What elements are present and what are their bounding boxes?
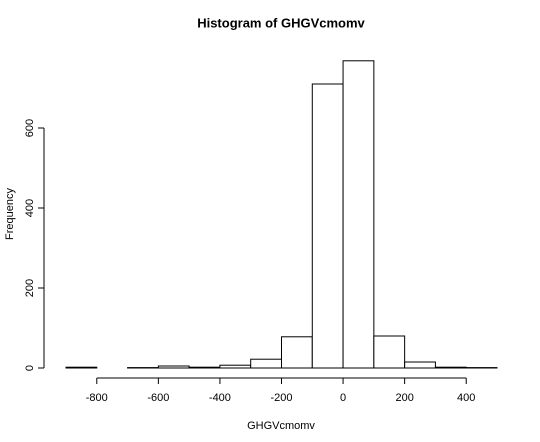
bar bbox=[157, 365, 190, 369]
bar bbox=[281, 336, 313, 369]
y-axis-label: Frequency bbox=[4, 188, 16, 240]
y-tick-label: 0 bbox=[24, 365, 36, 371]
chart-title: Histogram of GHGVcmomv bbox=[197, 15, 365, 30]
x-tick-label: -600 bbox=[147, 392, 169, 404]
bar bbox=[219, 364, 252, 369]
bar bbox=[188, 366, 221, 369]
bar bbox=[311, 83, 344, 369]
bar bbox=[434, 366, 467, 369]
x-tick-label: 400 bbox=[457, 392, 475, 404]
x-axis-label: GHGVcmomv bbox=[247, 420, 315, 432]
bar bbox=[342, 60, 375, 369]
bar bbox=[373, 335, 406, 369]
bar bbox=[250, 358, 282, 369]
y-tick-label: 400 bbox=[24, 199, 36, 217]
x-tick-label: 200 bbox=[395, 392, 413, 404]
x-tick-label: -800 bbox=[86, 392, 108, 404]
x-tick-label: 0 bbox=[340, 392, 346, 404]
y-tick-label: 200 bbox=[24, 279, 36, 297]
bar bbox=[65, 366, 98, 369]
bar bbox=[404, 361, 436, 369]
y-tick-label: 600 bbox=[24, 119, 36, 137]
x-tick-label: -200 bbox=[270, 392, 292, 404]
x-tick-label: -400 bbox=[209, 392, 231, 404]
